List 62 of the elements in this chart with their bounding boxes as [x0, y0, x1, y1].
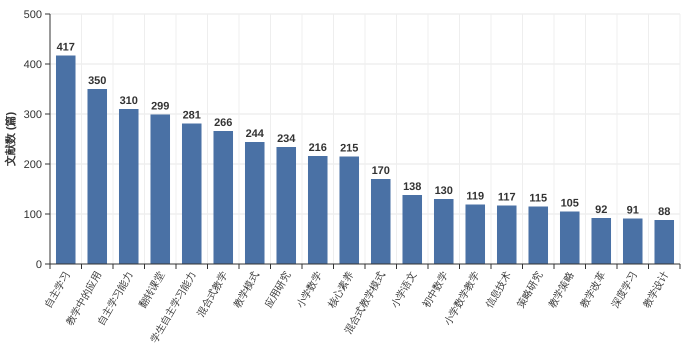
bar [622, 218, 643, 264]
data-label: 244 [246, 128, 265, 140]
data-label: 170 [372, 165, 390, 177]
data-label: 130 [434, 185, 453, 197]
bar [528, 206, 548, 264]
data-label: 91 [626, 204, 639, 216]
bar [434, 199, 454, 264]
data-label: 350 [88, 75, 106, 87]
y-tick-label: 200 [24, 159, 42, 171]
bar [244, 142, 265, 264]
x-tick-label: 核心素养 [324, 270, 356, 312]
data-label: 216 [308, 142, 327, 154]
bar [560, 212, 580, 264]
data-label: 115 [529, 192, 548, 204]
x-tick-label: 应用研究 [262, 270, 293, 310]
y-tick-label: 100 [24, 209, 42, 221]
bar [182, 124, 202, 264]
data-label: 138 [403, 181, 422, 193]
data-label: 417 [56, 42, 75, 54]
x-tick-label: 翻转课堂 [136, 270, 167, 310]
data-label: 117 [498, 192, 516, 204]
x-tick-label: 策略研究 [514, 270, 545, 310]
bar [370, 179, 391, 264]
x-tick-label: 教学改革 [577, 270, 608, 310]
y-tick-label: 0 [36, 259, 42, 271]
x-tick-label: 混合式教学 [194, 270, 230, 319]
x-tick-label: 教学策略 [546, 270, 576, 310]
y-axis-title: 文献数 (篇) [4, 111, 17, 168]
x-tick-label: 教学设计 [640, 270, 671, 310]
x-tick-label: 小学语文 [388, 270, 419, 310]
x-tick-label: 自主学习 [42, 270, 72, 310]
bar [118, 109, 139, 264]
bar [654, 220, 674, 264]
data-label: 281 [182, 110, 201, 122]
data-label: 92 [595, 204, 608, 216]
data-label: 119 [466, 190, 484, 202]
data-label: 234 [277, 133, 296, 145]
x-tick-label: 小学数学 [294, 270, 324, 310]
bar [496, 206, 517, 264]
data-label: 88 [658, 206, 670, 218]
x-tick-label: 教学模式 [230, 270, 262, 310]
bar [276, 147, 296, 264]
data-label: 310 [120, 95, 138, 107]
bar [213, 131, 234, 264]
bar [465, 204, 486, 264]
bar [150, 114, 170, 264]
y-tick-label: 400 [24, 59, 42, 71]
data-label: 266 [214, 117, 232, 129]
data-label: 105 [560, 198, 579, 210]
bar [308, 156, 328, 264]
y-tick-label: 500 [24, 9, 42, 21]
y-tick-label: 300 [24, 109, 42, 121]
bar [87, 89, 108, 264]
bar [402, 195, 422, 264]
bar [339, 156, 360, 264]
x-tick-label: 深度学习 [608, 270, 640, 310]
data-label: 215 [340, 142, 358, 154]
x-tick-label: 信息技术 [482, 270, 514, 310]
bar [591, 218, 612, 264]
data-label: 299 [151, 100, 170, 112]
bar [56, 56, 76, 264]
x-tick-label: 初中数学 [420, 270, 450, 310]
